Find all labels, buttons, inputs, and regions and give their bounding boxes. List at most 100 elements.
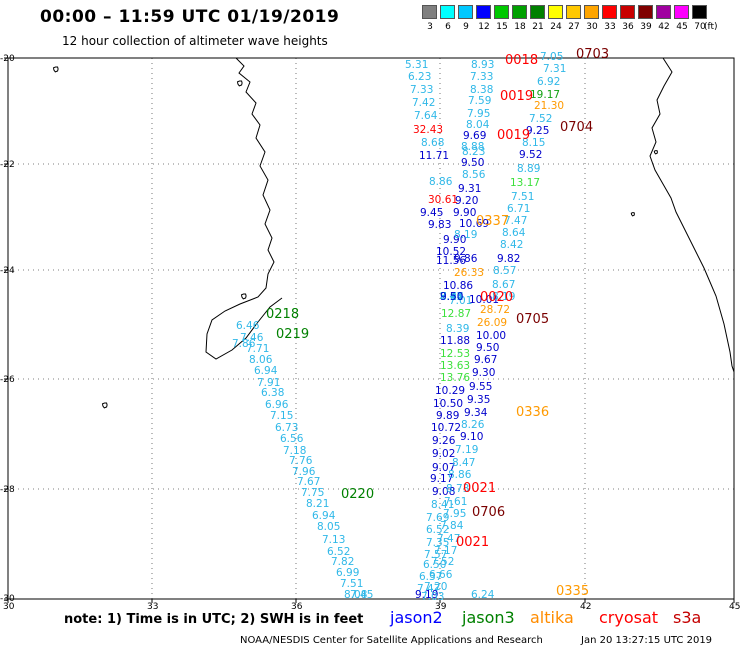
wave-height-label: 7.84 xyxy=(440,520,464,532)
lon-label: 39 xyxy=(435,602,447,612)
wave-height-label: 7.33 xyxy=(470,71,493,83)
wave-height-label: 7.31 xyxy=(543,63,566,75)
wave-height-label: 8.47 xyxy=(452,457,475,469)
wave-height-label: 7.57 xyxy=(424,549,447,561)
wave-height-label: 7.01 xyxy=(449,295,472,307)
wave-height-label: 6.99 xyxy=(336,567,359,579)
legend-level: 42 xyxy=(658,22,670,32)
wave-height-label: 19.17 xyxy=(530,89,560,101)
lat-label: -30 xyxy=(0,594,15,604)
pass-time-label: 0218 xyxy=(266,307,299,322)
legend-level: 27 xyxy=(568,22,580,32)
wave-height-label: 7.82 xyxy=(331,556,354,568)
legend-level: 9 xyxy=(463,22,469,32)
pass-time-label: 0021 xyxy=(456,535,489,550)
lat-label: -24 xyxy=(0,266,15,276)
wave-height-label: 9.50 xyxy=(461,157,484,169)
wave-height-label: 8.19 xyxy=(454,229,477,241)
wave-height-label: 7.35 xyxy=(426,537,449,549)
legend-swatch xyxy=(692,5,707,19)
wave-height-label: 8.71 xyxy=(440,291,463,303)
lon-label: 42 xyxy=(580,602,592,612)
wave-height-label: 6.52 xyxy=(426,524,449,536)
legend-level: 39 xyxy=(640,22,652,32)
wave-height-label: 7.45 xyxy=(350,589,373,601)
wave-height-label: 9.35 xyxy=(467,394,490,406)
wave-height-label: 6.56 xyxy=(280,433,304,445)
pass-time-label: 0337 xyxy=(476,214,509,229)
wave-height-label: 9.86 xyxy=(454,253,478,265)
legend-swatch xyxy=(458,5,473,19)
wave-height-label: 9.26 xyxy=(432,435,456,447)
wave-height-label: 10.00 xyxy=(476,330,506,342)
legend-level: 3 xyxy=(427,22,433,32)
satellite-key-item: cryosat xyxy=(599,608,659,627)
wave-height-label: 28.72 xyxy=(480,304,510,316)
wave-height-label: 7.69 xyxy=(426,512,449,524)
wave-height-label: 7.51 xyxy=(511,191,534,203)
wave-height-label: 7.15 xyxy=(270,410,293,422)
wave-height-label: 9.45 xyxy=(420,207,443,219)
legend-swatch xyxy=(512,5,527,19)
wave-height-label: 7.54 xyxy=(440,291,464,303)
wave-height-label: 11.88 xyxy=(440,335,470,347)
legend-swatch xyxy=(584,5,599,19)
map-frame xyxy=(4,57,735,603)
pass-time-label: 0703 xyxy=(576,47,609,62)
madagascar-coast xyxy=(649,57,735,373)
wave-height-label: 9.67 xyxy=(474,354,497,366)
wave-height-label: 8.37 xyxy=(440,291,463,303)
wave-height-label: 7.95 xyxy=(467,108,490,120)
island xyxy=(240,293,247,300)
wave-height-label: 11.56 xyxy=(436,255,466,267)
wave-height-label: 32.43 xyxy=(413,124,443,136)
legend-level: 70 xyxy=(694,22,706,32)
wave-height-label: 6.50 xyxy=(423,559,446,571)
wave-height-label: 7.47 xyxy=(437,533,460,545)
wave-height-label: 9.20 xyxy=(455,195,478,207)
wave-height-label: 12.87 xyxy=(441,308,471,320)
island xyxy=(630,212,635,217)
wave-height-label: 9.55 xyxy=(469,381,492,393)
frame-border xyxy=(7,57,735,600)
wave-height-label: 9.50 xyxy=(440,291,463,303)
wave-height-label: 7.61 xyxy=(444,496,467,508)
legend-level: 12 xyxy=(478,22,490,32)
wave-height-label: 7.16 xyxy=(440,291,464,303)
wave-height-label: 9.83 xyxy=(428,219,451,231)
graticule xyxy=(8,58,734,599)
wave-height-label: 8.08 xyxy=(344,589,367,601)
pass-time-label: 0020 xyxy=(480,290,513,305)
wave-height-label: 7.96 xyxy=(292,466,316,478)
legend-swatch xyxy=(440,5,455,19)
wave-height-label: 7.03 xyxy=(421,591,444,603)
wave-height-label: 6.92 xyxy=(537,76,560,88)
island xyxy=(101,402,108,409)
wave-height-label: 8.06 xyxy=(249,354,273,366)
pass-time-label: 0019 xyxy=(500,89,533,104)
legend-swatch xyxy=(638,5,653,19)
wave-height-label: 7.05 xyxy=(540,51,563,63)
wave-height-label: 7.52 xyxy=(431,556,454,568)
wave-height-label: 6.66 xyxy=(429,569,453,581)
lat-label: -22 xyxy=(0,160,15,170)
wave-height-label: 13.17 xyxy=(510,177,540,189)
wave-height-label: 13.76 xyxy=(440,372,470,384)
wave-height-label: 7.47 xyxy=(417,583,440,595)
wave-height-label: 6.38 xyxy=(261,387,284,399)
wave-height-label: 26.09 xyxy=(477,317,507,329)
legend-level: 33 xyxy=(604,22,616,32)
wave-height-label: 7.91 xyxy=(257,377,280,389)
wave-height-label: 8.42 xyxy=(500,239,523,251)
wave-height-label: 9.82 xyxy=(497,253,520,265)
lon-label: 33 xyxy=(147,602,159,612)
wave-height-label: 9.69 xyxy=(463,130,486,142)
wave-height-label: 9.19 xyxy=(415,589,438,601)
wave-height-label: 7.13 xyxy=(322,534,345,546)
wave-height-label: 9.25 xyxy=(526,125,549,137)
legend-level: 21 xyxy=(532,22,544,32)
wave-height-label: 7.95 xyxy=(443,508,466,520)
wave-height-label: 8.26 xyxy=(461,419,485,431)
